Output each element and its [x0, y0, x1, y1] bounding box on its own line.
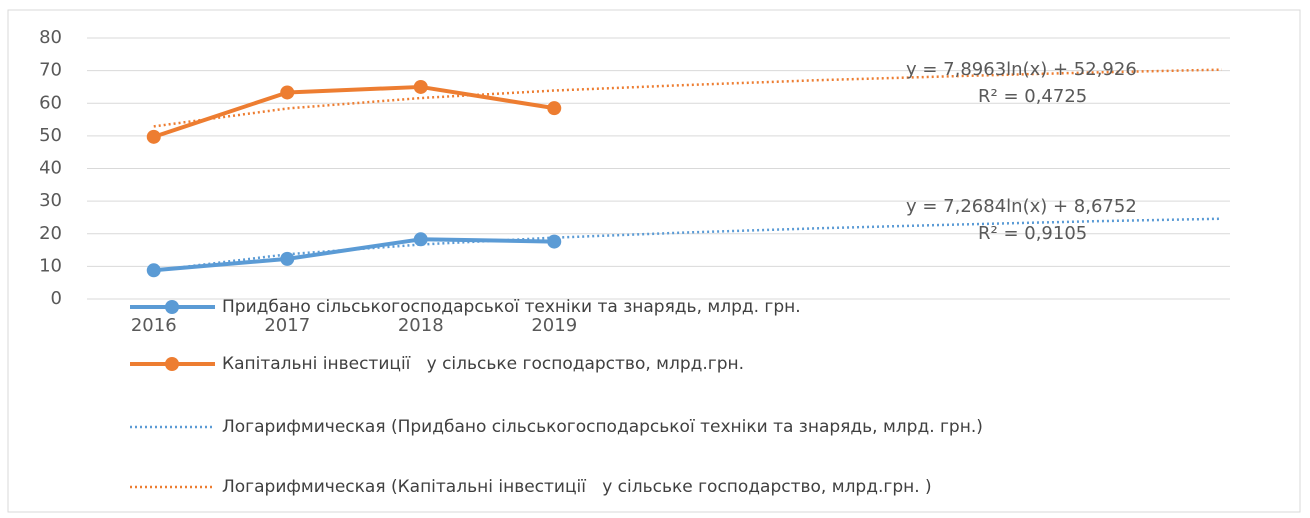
y-tick-label: 40	[39, 158, 62, 179]
y-tick-label: 80	[39, 27, 62, 48]
legend-marker	[165, 300, 179, 314]
y-tick-label: 20	[39, 223, 62, 244]
x-tick-label: 2017	[264, 315, 310, 336]
trend-line	[153, 68, 1222, 128]
y-tick-label: 60	[39, 92, 62, 113]
legend-label: Логарифмическая (Придбано сільськогоспод…	[222, 417, 983, 437]
y-tick-label: 50	[39, 125, 62, 146]
legend-label: Капітальні інвестиції у сільське господа…	[222, 354, 744, 374]
trend-equation: R² = 0,4725	[978, 86, 1087, 107]
y-tick-label: 10	[39, 255, 62, 276]
marker	[413, 79, 428, 94]
marker	[547, 234, 562, 249]
marker	[413, 232, 428, 247]
marker	[280, 251, 295, 266]
trend-equation: y = 7,8963ln(x) + 52,926	[906, 59, 1137, 80]
y-tick-label: 0	[51, 288, 62, 309]
x-tick-label: 2018	[398, 315, 444, 336]
legend-marker	[165, 357, 179, 371]
trend-line	[153, 217, 1222, 272]
x-tick-label: 2019	[531, 315, 577, 336]
y-tick-label: 30	[39, 190, 62, 211]
trend-equation: R² = 0,9105	[978, 223, 1087, 244]
series-line	[153, 84, 555, 139]
y-tick-label: 70	[39, 60, 62, 81]
series-line	[153, 237, 555, 273]
marker	[280, 85, 295, 100]
trend-equation: y = 7,2684ln(x) + 8,6752	[906, 196, 1137, 217]
x-tick-label: 2016	[131, 315, 177, 336]
marker	[547, 101, 562, 116]
legend-label: Логарифмическая (Капітальні інвестиції у…	[222, 477, 932, 497]
marker	[146, 129, 161, 144]
legend-label: Придбано сільськогосподарської техніки т…	[222, 297, 801, 317]
marker	[146, 263, 161, 278]
